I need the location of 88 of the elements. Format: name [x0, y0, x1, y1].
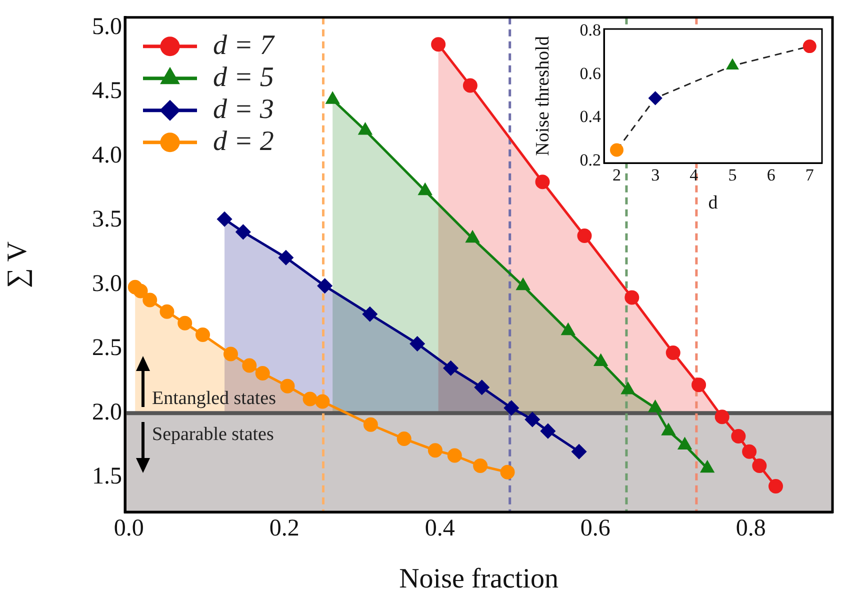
- point: [500, 464, 515, 480]
- point: [178, 316, 192, 330]
- y-axis-title: Noise threshold: [532, 36, 554, 156]
- x-axis-title: d: [708, 192, 718, 214]
- point: [160, 304, 174, 319]
- x-axis-title: Noise fraction: [399, 564, 558, 595]
- y-tick-label: 0.8: [580, 20, 601, 40]
- point: [447, 448, 462, 463]
- point: [326, 92, 340, 104]
- point: [196, 327, 210, 342]
- point: [802, 40, 816, 54]
- y-tick-label: 0.2: [580, 150, 601, 170]
- point: [662, 424, 675, 436]
- y-tick-label: 1.5: [92, 464, 122, 490]
- y-tick-label: 3.5: [92, 206, 122, 233]
- point: [315, 394, 330, 409]
- point: [731, 428, 746, 444]
- point: [692, 378, 706, 392]
- point: [236, 224, 250, 240]
- point: [648, 91, 662, 105]
- point: [255, 366, 270, 381]
- point: [418, 184, 432, 196]
- point: [516, 278, 530, 290]
- point: [700, 461, 714, 473]
- point: [714, 410, 730, 424]
- point: [358, 123, 372, 135]
- point: [444, 360, 458, 376]
- point: [474, 380, 490, 395]
- legend-label: d = 3: [213, 94, 274, 125]
- x-tick-label: 5: [728, 166, 737, 185]
- point: [562, 324, 575, 336]
- point: [535, 174, 550, 190]
- point: [280, 378, 295, 394]
- point: [318, 278, 332, 294]
- point: [624, 290, 640, 305]
- legend-label: d = 7: [213, 30, 275, 61]
- point: [610, 143, 624, 157]
- point: [540, 424, 556, 438]
- point: [594, 354, 608, 366]
- point: [666, 345, 680, 360]
- point: [133, 284, 148, 298]
- point: [428, 443, 442, 458]
- y-tick-label: 0.4: [580, 107, 602, 126]
- point: [577, 228, 592, 244]
- y-tick-label: 2.5: [92, 335, 122, 362]
- x-tick-label: 0.8: [736, 516, 766, 542]
- y-tick-label: 5.0: [92, 14, 122, 40]
- point: [678, 438, 692, 450]
- y-tick-label: 2.0: [92, 399, 122, 426]
- x-tick-label: 7: [805, 166, 814, 185]
- annotation: Entangled states: [152, 388, 276, 410]
- x-tick-label: 4: [690, 166, 699, 185]
- x-tick-label: 3: [651, 166, 660, 185]
- point: [242, 358, 257, 373]
- point: [431, 37, 446, 52]
- x-tick-label: 0.0: [114, 516, 144, 542]
- x-tick-label: 6: [766, 166, 776, 185]
- point: [572, 444, 586, 459]
- point: [396, 432, 412, 446]
- y-tick-label: 4.0: [92, 142, 122, 168]
- point: [525, 412, 540, 427]
- y-tick-label: 3.0: [92, 270, 122, 297]
- legend-label: d = 5: [213, 62, 274, 93]
- point: [473, 458, 488, 473]
- point: [223, 346, 238, 362]
- x-tick-label: 0.2: [269, 516, 300, 542]
- legend-label: d = 2: [213, 126, 274, 157]
- point: [504, 400, 519, 416]
- point: [648, 400, 662, 412]
- point: [363, 417, 378, 432]
- point: [142, 292, 158, 308]
- y-tick-label: 0.6: [580, 64, 601, 83]
- point: [768, 479, 783, 494]
- point: [462, 78, 478, 93]
- y-tick-label: 4.5: [92, 78, 122, 104]
- point: [622, 382, 634, 394]
- point: [302, 392, 318, 406]
- point: [752, 458, 767, 473]
- point: [217, 212, 232, 226]
- point: [742, 444, 757, 459]
- point: [410, 336, 425, 351]
- point: [362, 306, 378, 322]
- x-tick-label: 0.4: [424, 516, 455, 542]
- y-axis-title: ∑ V: [2, 241, 34, 288]
- annotation: Separable states: [152, 424, 274, 446]
- x-tick-label: 2: [612, 166, 621, 185]
- point: [466, 231, 479, 243]
- point: [278, 250, 294, 265]
